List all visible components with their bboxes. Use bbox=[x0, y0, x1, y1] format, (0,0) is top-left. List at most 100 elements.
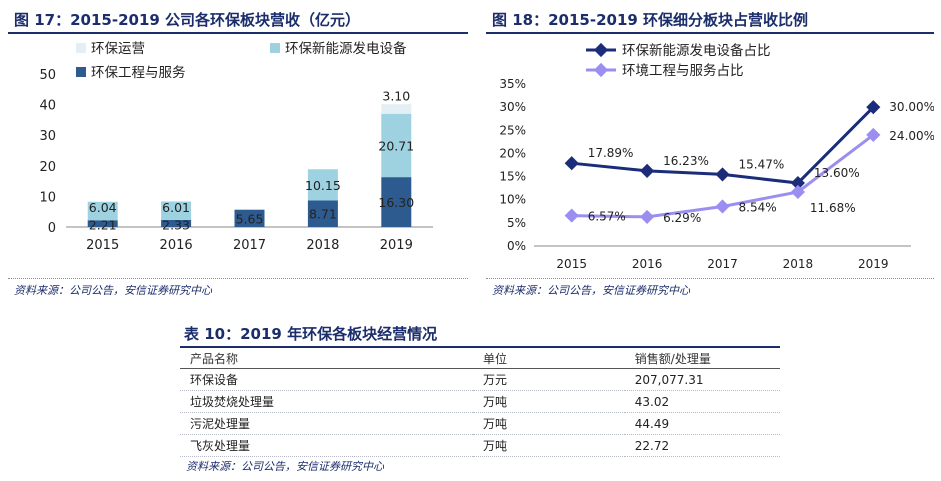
data-point bbox=[564, 208, 579, 223]
legend-marker bbox=[593, 42, 609, 58]
data-point bbox=[715, 167, 730, 182]
data-label: 30.00% bbox=[889, 100, 934, 114]
header-product-name: 产品名称 bbox=[180, 348, 473, 369]
cell-unit: 万吨 bbox=[472, 390, 625, 413]
header-unit: 单位 bbox=[472, 348, 625, 369]
y-tick-label: 25% bbox=[499, 123, 526, 137]
stacked-bar-chart: 0 10 20 30 40 50 2015 2016 2017 2018 2019 2.21 6.04 2… bbox=[39, 40, 433, 253]
data-label: 6.04 bbox=[89, 200, 117, 215]
source-note: 资料来源：公司公告，安信证券研究中心 bbox=[492, 284, 690, 297]
table-title: 表 10：2019 年环保各板块经营情况 bbox=[184, 325, 438, 343]
y-tick-label: 50 bbox=[39, 68, 56, 83]
legend-marker bbox=[593, 62, 609, 78]
data-label: 5.65 bbox=[236, 211, 264, 226]
data-label: 16.30 bbox=[378, 195, 414, 210]
data-label: 6.57% bbox=[588, 210, 626, 224]
bar-segment bbox=[381, 104, 412, 114]
bar-segment bbox=[161, 201, 192, 220]
legend-label: 环保新能源发电设备 bbox=[285, 40, 407, 57]
legend-swatch bbox=[76, 67, 86, 77]
x-tick-label: 2018 bbox=[306, 238, 339, 253]
bar-segment bbox=[307, 200, 338, 227]
bar-segment bbox=[161, 219, 192, 227]
data-point bbox=[866, 127, 881, 142]
cell-unit: 万吨 bbox=[472, 434, 625, 457]
data-point bbox=[564, 156, 579, 171]
bar-segment bbox=[381, 113, 412, 178]
bar-segment bbox=[307, 169, 338, 201]
y-tick-label: 15% bbox=[499, 170, 526, 184]
data-point bbox=[640, 209, 655, 224]
legend-label: 环保工程与服务 bbox=[91, 65, 186, 81]
y-tick-label: 10% bbox=[499, 193, 526, 207]
x-tick-label: 2019 bbox=[858, 257, 889, 271]
figure-title-bar: 图 18：2015-2019 环保细分板块占营收比例 bbox=[486, 4, 934, 34]
data-label: 8.71 bbox=[309, 207, 337, 222]
table-row: 环保设备 万元 207,077.31 bbox=[180, 368, 780, 391]
data-label: 3.10 bbox=[382, 88, 410, 103]
stacked-bar-chart-area: 0 10 20 30 40 50 2015 2016 2017 2018 2019 2.21 6.04 2… bbox=[8, 34, 468, 278]
y-tick-label: 0 bbox=[48, 221, 56, 236]
line-chart-area: 0% 5% 10% 15% 20% 25% 30% 35% 2015 2016 2017 2018 20… bbox=[486, 34, 935, 278]
figure-title-bar: 图 17：2015-2019 公司各环保板块营收（亿元） bbox=[8, 4, 468, 34]
cell-product: 飞灰处理量 bbox=[180, 434, 473, 457]
data-label: 6.01 bbox=[162, 200, 190, 215]
cell-value: 207,077.31 bbox=[624, 368, 780, 391]
legend-label: 环保新能源发电设备占比 bbox=[622, 42, 771, 59]
table-header-row: 产品名称 单位 销售额/处理量 bbox=[180, 348, 780, 369]
y-tick-label: 0% bbox=[507, 239, 526, 253]
revenue-by-segment-figure: 图 17：2015-2019 公司各环保板块营收（亿元） 0 10 20 30 40 50… bbox=[8, 4, 468, 297]
source-note: 资料来源：公司公告，安信证券研究中心 bbox=[186, 460, 384, 473]
x-tick-label: 2015 bbox=[556, 257, 587, 271]
x-tick-label: 2016 bbox=[160, 238, 193, 253]
data-point bbox=[715, 199, 730, 214]
data-label: 11.68% bbox=[810, 201, 856, 215]
cell-value: 44.49 bbox=[624, 412, 780, 435]
data-label: 10.15 bbox=[305, 178, 341, 193]
y-tick-label: 30 bbox=[39, 129, 56, 144]
data-point bbox=[866, 100, 881, 115]
data-label: 2.21 bbox=[89, 218, 117, 233]
data-point bbox=[640, 163, 655, 178]
operating-table-panel: 表 10：2019 年环保各板块经营情况 产品名称 单位 销售额/处理量 环保设… bbox=[180, 318, 780, 478]
divider bbox=[486, 278, 934, 279]
line-chart: 0% 5% 10% 15% 20% 25% 30% 35% 2015 2016 2017 2018 20… bbox=[499, 42, 935, 271]
cell-value: 43.02 bbox=[624, 390, 780, 413]
legend-label: 环境工程与服务占比 bbox=[622, 63, 744, 79]
figure-title: 图 18：2015-2019 环保细分板块占营收比例 bbox=[492, 11, 809, 29]
source-note: 资料来源：公司公告，安信证券研究中心 bbox=[14, 284, 212, 297]
y-tick-label: 40 bbox=[39, 99, 56, 114]
cell-unit: 万元 bbox=[472, 368, 625, 391]
bar-segment bbox=[87, 220, 118, 227]
bar-segment bbox=[87, 201, 118, 221]
data-label: 6.29% bbox=[663, 211, 701, 225]
cell-value: 22.72 bbox=[624, 434, 780, 457]
cell-product: 环保设备 bbox=[180, 368, 473, 391]
header-value: 销售额/处理量 bbox=[624, 348, 780, 369]
legend-swatch bbox=[270, 43, 280, 53]
divider bbox=[8, 278, 468, 279]
cell-unit: 万吨 bbox=[472, 412, 625, 435]
y-tick-label: 35% bbox=[499, 77, 526, 91]
table-title-bar: 表 10：2019 年环保各板块经营情况 bbox=[180, 318, 780, 348]
x-tick-label: 2015 bbox=[86, 238, 119, 253]
table-row: 飞灰处理量 万吨 22.72 bbox=[180, 434, 780, 457]
segment-share-figure: 图 18：2015-2019 环保细分板块占营收比例 0% 5% 10% 15% 20%… bbox=[486, 4, 935, 297]
y-tick-label: 20 bbox=[39, 160, 56, 175]
y-tick-label: 30% bbox=[499, 100, 526, 114]
operating-table: 产品名称 单位 销售额/处理量 环保设备 万元 207,077.31 垃圾焚烧处… bbox=[180, 348, 780, 457]
data-label: 20.71 bbox=[378, 138, 414, 153]
table-row: 污泥处理量 万吨 44.49 bbox=[180, 412, 780, 435]
legend-label: 环保运营 bbox=[91, 41, 145, 57]
x-tick-label: 2019 bbox=[380, 238, 413, 253]
figure-title: 图 17：2015-2019 公司各环保板块营收（亿元） bbox=[14, 11, 361, 29]
x-tick-label: 2016 bbox=[632, 257, 663, 271]
y-tick-label: 20% bbox=[499, 146, 526, 160]
x-tick-label: 2017 bbox=[707, 257, 738, 271]
table-row: 垃圾焚烧处理量 万吨 43.02 bbox=[180, 390, 780, 413]
legend-swatch bbox=[76, 43, 86, 53]
data-label: 16.23% bbox=[663, 154, 709, 168]
data-label: 8.54% bbox=[739, 200, 777, 214]
cell-product: 垃圾焚烧处理量 bbox=[180, 390, 473, 413]
x-tick-label: 2017 bbox=[233, 238, 266, 253]
